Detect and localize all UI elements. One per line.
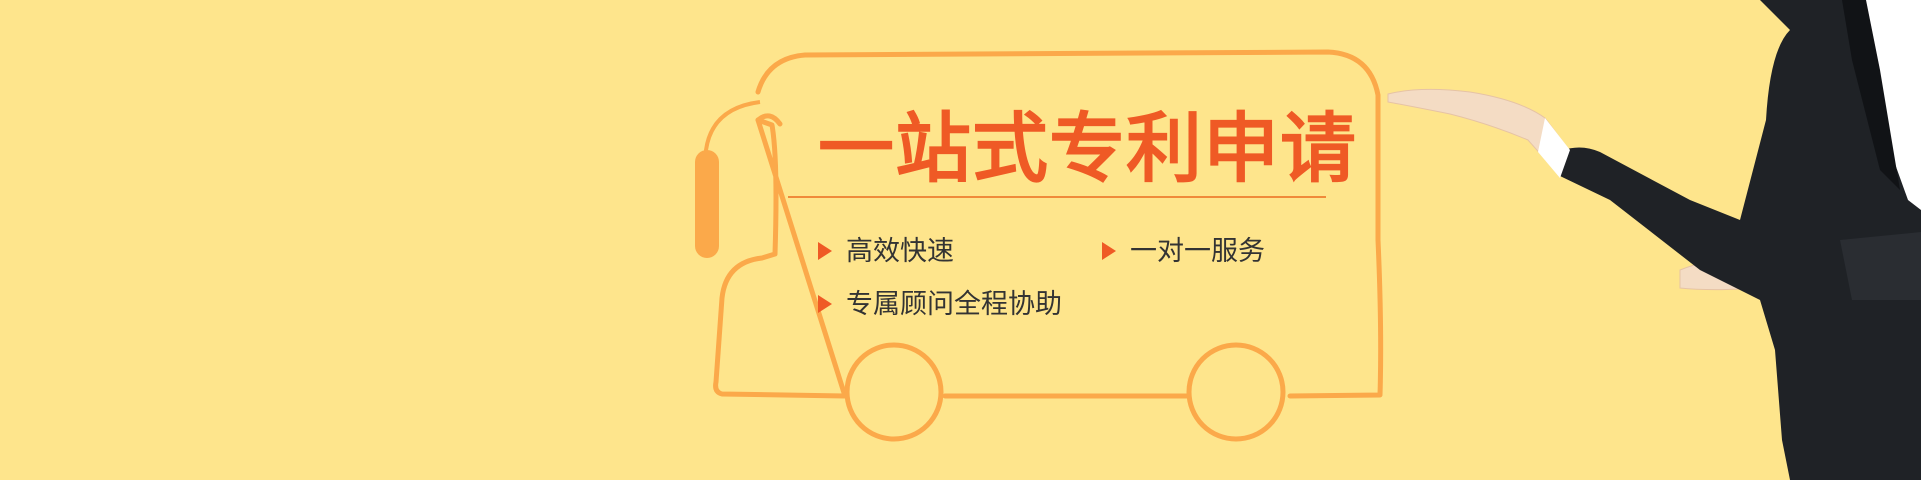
feature-label: 专属顾问全程协助 xyxy=(846,289,1062,320)
right-triangle-icon xyxy=(818,294,832,313)
feature-label: 高效快速 xyxy=(846,236,954,267)
banner-title: 一站式专利申请 xyxy=(818,104,1357,193)
title-underline xyxy=(788,196,1326,198)
feature-item: 一对一服务 xyxy=(1102,234,1265,270)
right-triangle-icon xyxy=(1102,241,1116,260)
feature-label: 一对一服务 xyxy=(1130,236,1265,267)
right-triangle-icon xyxy=(818,241,832,260)
feature-item: 专属顾问全程协助 xyxy=(818,287,1062,323)
feature-item: 高效快速 xyxy=(818,234,954,270)
